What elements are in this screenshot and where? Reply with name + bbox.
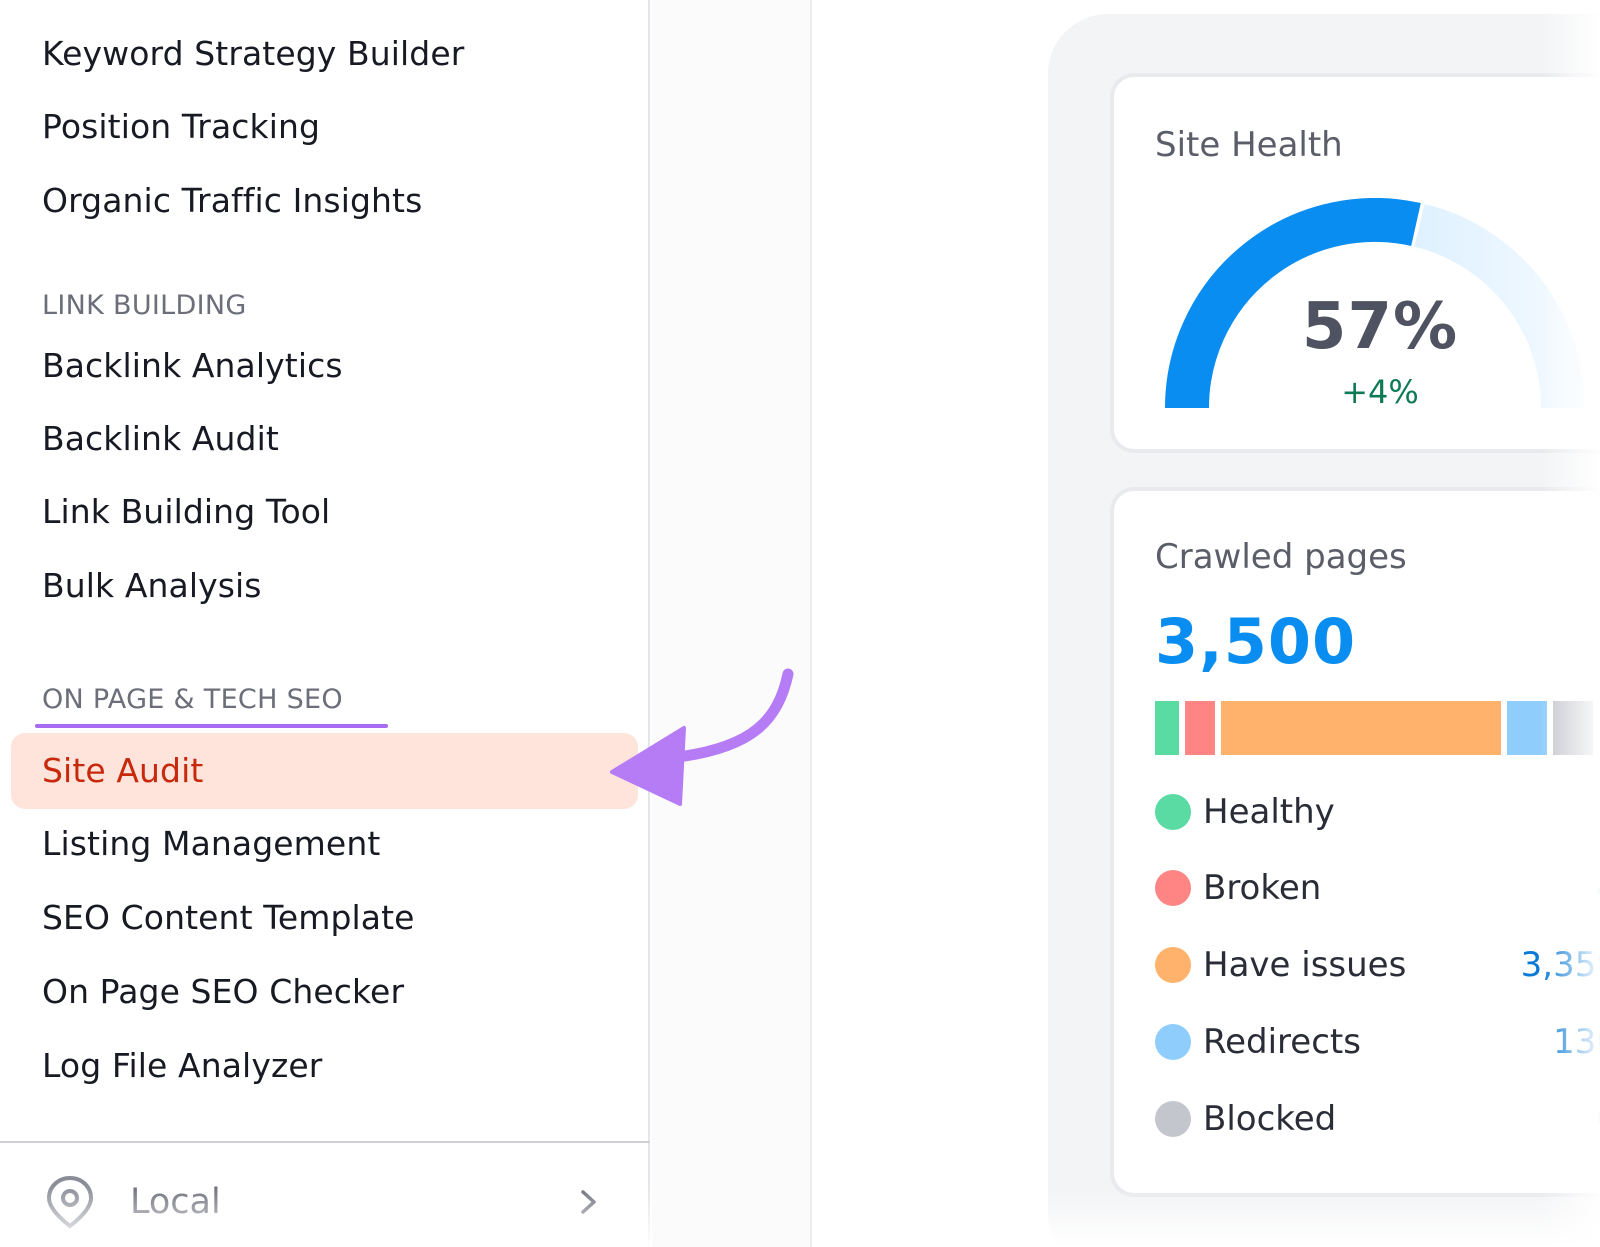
section-heading-link-building: LINK BUILDING [42,290,247,321]
site-health-delta: +4% [1341,373,1419,411]
legend-dot-redirects [1155,1024,1191,1060]
legend-label-healthy: Healthy [1203,792,1335,832]
legend-row-redirects[interactable]: Redirects 130 [1155,1020,1600,1064]
crawled-pages-title: Crawled pages [1155,537,1407,577]
map-pin-icon [46,1175,94,1229]
menu-divider [0,1141,650,1143]
menu-item-seo-content-template[interactable]: SEO Content Template [42,898,415,937]
legend-value-blocked[interactable]: 6 [1596,1097,1600,1141]
legend-label-have-issues: Have issues [1203,945,1407,985]
bar-segment-blocked [1553,701,1593,755]
crawled-pages-total: 3,500 [1155,605,1357,678]
site-health-score: 57% [1301,290,1459,364]
menu-item-backlink-analytics[interactable]: Backlink Analytics [42,346,343,385]
pointer-arrow-icon [610,668,794,806]
crawled-pages-bar [1155,701,1600,755]
bar-segment-broken [1185,701,1215,755]
menu-item-link-building-tool[interactable]: Link Building Tool [42,492,331,531]
legend-label-blocked: Blocked [1203,1099,1337,1139]
legend-value-healthy[interactable]: 1 [1596,790,1600,834]
legend-value-have-issues[interactable]: 3,359 [1520,945,1600,985]
menu-bottom-fade [0,1185,650,1247]
bar-segment-healthy [1155,701,1179,755]
menu-item-backlink-audit[interactable]: Backlink Audit [42,419,279,458]
menu-item-site-audit[interactable] [11,733,638,809]
menu-item-on-page-seo-checker[interactable]: On Page SEO Checker [42,972,405,1011]
site-health-title: Site Health [1155,125,1343,165]
menu-item-site-audit-label: Site Audit [42,751,204,790]
menu-item-keyword-strategy-builder[interactable]: Keyword Strategy Builder [42,34,465,73]
legend-dot-have-issues [1155,947,1191,983]
bar-segment-redirects [1507,701,1547,755]
legend-dot-healthy [1155,794,1191,830]
menu-item-position-tracking[interactable]: Position Tracking [42,107,321,146]
legend-label-redirects: Redirects [1203,1022,1361,1062]
menu-item-local[interactable]: Local [130,1182,221,1222]
menu-item-log-file-analyzer[interactable]: Log File Analyzer [42,1046,323,1085]
menu-item-listing-management[interactable]: Listing Management [42,824,381,863]
legend-row-broken[interactable]: Broken 4 [1155,866,1600,910]
section-heading-on-page-tech-seo: ON PAGE & TECH SEO [42,684,343,715]
chevron-right-icon[interactable] [578,1188,600,1216]
legend-dot-broken [1155,870,1191,906]
legend-value-broken[interactable]: 4 [1596,866,1600,910]
menu-item-bulk-analysis[interactable]: Bulk Analysis [42,566,262,605]
section-highlight-underline [35,724,388,728]
legend-row-blocked[interactable]: Blocked 6 [1155,1097,1600,1141]
legend-label-broken: Broken [1203,868,1322,908]
legend-row-have-issues[interactable]: Have issues 3,359 [1155,943,1600,987]
legend-dot-blocked [1155,1101,1191,1137]
menu-item-organic-traffic-insights[interactable]: Organic Traffic Insights [42,181,423,220]
legend-value-redirects[interactable]: 130 [1553,1022,1600,1062]
content-gutter [652,0,812,1247]
legend-row-healthy[interactable]: Healthy 1 [1155,790,1600,834]
sidebar-menu: Keyword Strategy Builder Position Tracki… [0,0,650,1247]
bar-segment-have-issues [1221,701,1501,755]
crawled-pages-card[interactable] [1110,487,1600,1197]
